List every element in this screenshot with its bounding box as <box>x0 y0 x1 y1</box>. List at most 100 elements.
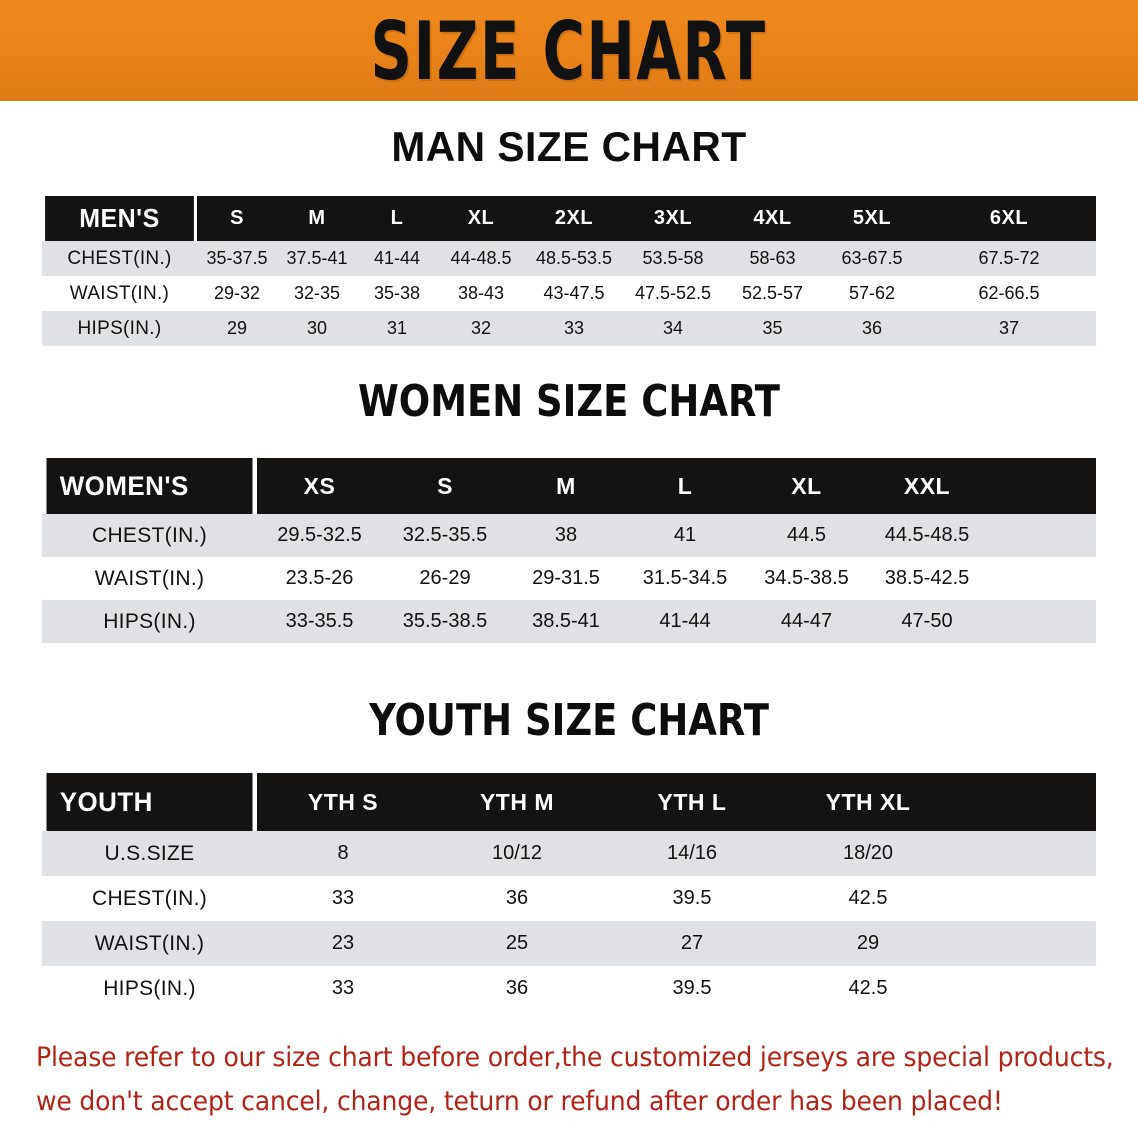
youth-row-label-us-size: U.S.SIZE <box>42 831 257 876</box>
youth-size-table: YOUTH YTH S YTH M YTH L YTH XL U.S.SIZE … <box>42 773 1096 1011</box>
table-row: HIPS(IN.) 29 30 31 32 33 34 35 36 37 <box>42 311 1096 346</box>
youth-row-spacer <box>957 966 1096 1011</box>
women-row-label-waist: WAIST(IN.) <box>42 557 257 600</box>
man-chest-6xl: 67.5-72 <box>922 241 1096 276</box>
man-row-label-chest: CHEST(IN.) <box>42 241 197 276</box>
women-waist-xl: 34.5-38.5 <box>746 557 867 600</box>
youth-waist-xl: 29 <box>779 921 957 966</box>
women-waist-xs: 23.5-26 <box>257 557 382 600</box>
man-hips-2xl: 33 <box>525 311 623 346</box>
women-size-header-xs: XS <box>257 458 382 514</box>
youth-row-spacer <box>957 831 1096 876</box>
youth-size-header-l: YTH L <box>605 773 779 831</box>
man-size-header-4xl: 4XL <box>723 196 822 241</box>
man-size-header-5xl: 5XL <box>822 196 922 241</box>
youth-hips-m: 36 <box>429 966 605 1011</box>
table-row: WAIST(IN.) 23 25 27 29 <box>42 921 1096 966</box>
disclaimer-line-1: Please refer to our size chart before or… <box>36 1042 1114 1073</box>
man-waist-6xl: 62-66.5 <box>922 276 1096 311</box>
table-row: HIPS(IN.) 33 36 39.5 42.5 <box>42 966 1096 1011</box>
women-waist-s: 26-29 <box>382 557 508 600</box>
women-row-spacer <box>987 514 1096 557</box>
table-row: WAIST(IN.) 23.5-26 26-29 29-31.5 31.5-34… <box>42 557 1096 600</box>
women-hips-m: 38.5-41 <box>508 600 624 643</box>
women-chest-l: 41 <box>624 514 746 557</box>
table-row: WAIST(IN.) 29-32 32-35 35-38 38-43 43-47… <box>42 276 1096 311</box>
women-waist-xxl: 38.5-42.5 <box>867 557 987 600</box>
women-size-header-l: L <box>624 458 746 514</box>
man-size-header-s: S <box>197 196 277 241</box>
table-row: U.S.SIZE 8 10/12 14/16 18/20 <box>42 831 1096 876</box>
man-size-table: MEN'S S M L XL 2XL 3XL 4XL 5XL 6XL CHEST… <box>42 196 1096 346</box>
youth-us-size-s: 8 <box>257 831 429 876</box>
youth-row-label-waist: WAIST(IN.) <box>42 921 257 966</box>
youth-hips-xl: 42.5 <box>779 966 957 1011</box>
women-row-spacer <box>987 600 1096 643</box>
youth-chest-m: 36 <box>429 876 605 921</box>
man-chest-l: 41-44 <box>357 241 437 276</box>
size-chart-banner: SIZE CHART <box>0 0 1138 101</box>
youth-waist-m: 25 <box>429 921 605 966</box>
man-hips-3xl: 34 <box>623 311 723 346</box>
women-chest-xs: 29.5-32.5 <box>257 514 382 557</box>
women-waist-m: 29-31.5 <box>508 557 624 600</box>
man-waist-m: 32-35 <box>277 276 357 311</box>
table-row: HIPS(IN.) 33-35.5 35.5-38.5 38.5-41 41-4… <box>42 600 1096 643</box>
women-header-row: WOMEN'S XS S M L XL XXL <box>42 458 1096 514</box>
youth-size-header-m: YTH M <box>429 773 605 831</box>
women-hips-s: 35.5-38.5 <box>382 600 508 643</box>
youth-row-spacer <box>957 876 1096 921</box>
youth-hips-l: 39.5 <box>605 966 779 1011</box>
women-size-header-xl: XL <box>746 458 867 514</box>
man-size-header-xl: XL <box>437 196 525 241</box>
women-size-header-s: S <box>382 458 508 514</box>
women-hips-xl: 44-47 <box>746 600 867 643</box>
women-hips-xs: 33-35.5 <box>257 600 382 643</box>
youth-us-size-xl: 18/20 <box>779 831 957 876</box>
table-row: CHEST(IN.) 35-37.5 37.5-41 41-44 44-48.5… <box>42 241 1096 276</box>
table-row: CHEST(IN.) 33 36 39.5 42.5 <box>42 876 1096 921</box>
women-size-header-m: M <box>508 458 624 514</box>
man-size-header-m: M <box>277 196 357 241</box>
women-size-header-xxl: XXL <box>867 458 987 514</box>
man-hips-l: 31 <box>357 311 437 346</box>
youth-size-header-xl: YTH XL <box>779 773 957 831</box>
youth-chest-s: 33 <box>257 876 429 921</box>
youth-section-title: YOUTH SIZE CHART <box>369 695 769 746</box>
women-chest-xxl: 44.5-48.5 <box>867 514 987 557</box>
youth-header-row: YOUTH YTH S YTH M YTH L YTH XL <box>42 773 1096 831</box>
man-waist-3xl: 47.5-52.5 <box>623 276 723 311</box>
women-row-label-hips: HIPS(IN.) <box>42 600 257 643</box>
man-header-row: MEN'S S M L XL 2XL 3XL 4XL 5XL 6XL <box>42 196 1096 241</box>
man-chest-xl: 44-48.5 <box>437 241 525 276</box>
youth-chest-xl: 42.5 <box>779 876 957 921</box>
women-hips-l: 41-44 <box>624 600 746 643</box>
man-size-header-2xl: 2XL <box>525 196 623 241</box>
women-header-spacer <box>987 458 1096 514</box>
man-size-header-l: L <box>357 196 437 241</box>
women-section-title: WOMEN SIZE CHART <box>358 376 780 427</box>
youth-row-label-hips: HIPS(IN.) <box>42 966 257 1011</box>
women-row-label-chest: CHEST(IN.) <box>42 514 257 557</box>
women-category-label: WOMEN'S <box>46 458 253 514</box>
women-hips-xxl: 47-50 <box>867 600 987 643</box>
man-hips-xl: 32 <box>437 311 525 346</box>
women-waist-l: 31.5-34.5 <box>624 557 746 600</box>
man-category-label: MEN'S <box>45 196 194 241</box>
man-size-header-6xl: 6XL <box>922 196 1096 241</box>
women-row-spacer <box>987 557 1096 600</box>
man-hips-6xl: 37 <box>922 311 1096 346</box>
youth-header-spacer <box>957 773 1096 831</box>
youth-hips-s: 33 <box>257 966 429 1011</box>
man-hips-5xl: 36 <box>822 311 922 346</box>
women-chest-xl: 44.5 <box>746 514 867 557</box>
youth-waist-s: 23 <box>257 921 429 966</box>
youth-us-size-l: 14/16 <box>605 831 779 876</box>
man-chest-m: 37.5-41 <box>277 241 357 276</box>
youth-chest-l: 39.5 <box>605 876 779 921</box>
man-size-header-3xl: 3XL <box>623 196 723 241</box>
man-waist-4xl: 52.5-57 <box>723 276 822 311</box>
youth-row-label-chest: CHEST(IN.) <box>42 876 257 921</box>
banner-title: SIZE CHART <box>370 3 768 98</box>
women-chest-m: 38 <box>508 514 624 557</box>
